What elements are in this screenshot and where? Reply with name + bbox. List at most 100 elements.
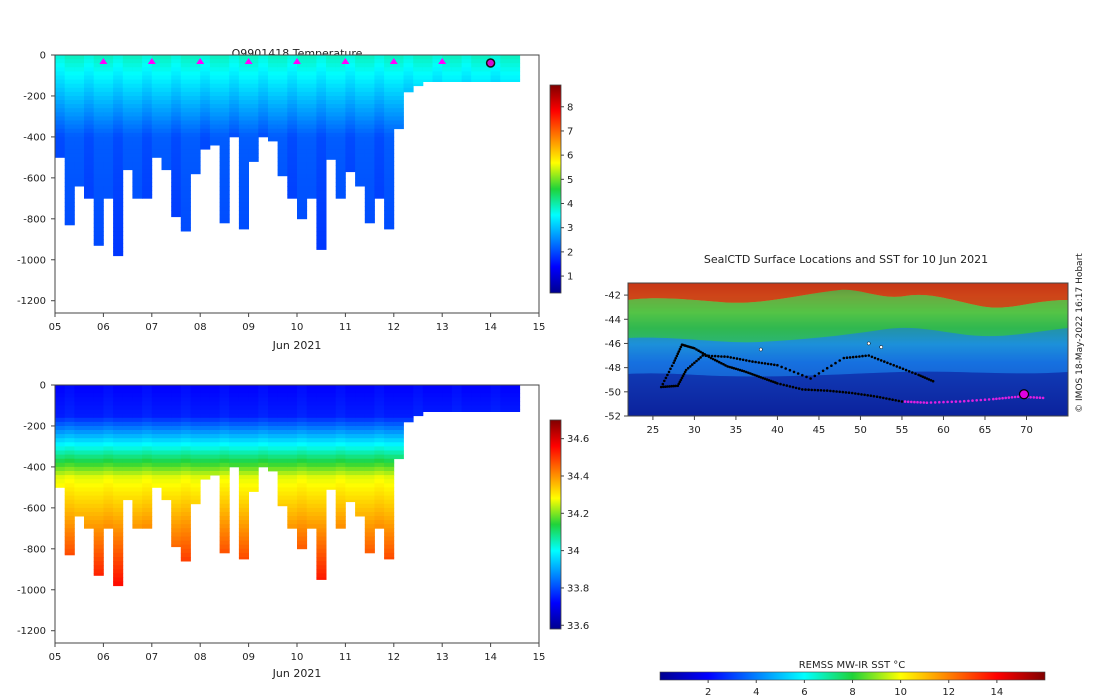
profile-cell (161, 136, 172, 142)
profile-cell (122, 153, 133, 158)
profile-cell (480, 67, 491, 72)
profile-cell (142, 145, 153, 150)
profile-cell (122, 446, 133, 451)
track-point (1032, 396, 1036, 399)
profile-cell (277, 438, 288, 443)
profile-cell (355, 132, 366, 138)
profile-cell (461, 75, 472, 80)
profile-cell (355, 438, 366, 443)
profile-cell (142, 471, 153, 476)
profile-cell (219, 442, 230, 447)
profile-cell (64, 190, 75, 195)
track-point (763, 362, 767, 365)
profile-cell (151, 430, 162, 435)
profile-cell (316, 235, 327, 240)
profile-cell (297, 108, 308, 113)
profile-cell (209, 116, 220, 121)
profile-cell (84, 475, 95, 480)
profile-cell (74, 112, 85, 117)
profile-cell (151, 426, 162, 431)
profile-cell (355, 495, 366, 501)
profile-cell (364, 55, 375, 60)
profile-cell (355, 434, 366, 439)
profile-cell (161, 79, 172, 85)
profile-cell (490, 59, 501, 64)
profile-cell (238, 100, 249, 105)
profile-cell (219, 198, 230, 203)
profile-cell (219, 450, 230, 455)
profile-cell (384, 96, 395, 101)
profile-cell (355, 100, 366, 105)
map-title: SealCTD Surface Locations and SST for 10… (704, 253, 988, 266)
profile-cell (171, 426, 182, 431)
colorbar-tick-label: 6 (567, 151, 573, 162)
profile-cell (393, 397, 404, 402)
profile-cell (384, 222, 395, 228)
profile-cell (238, 524, 249, 529)
profile-cell (171, 91, 182, 97)
profile-cell (200, 87, 211, 93)
profile-cell (122, 426, 133, 431)
profile-cell (132, 79, 143, 85)
profile-cell (132, 491, 143, 496)
profile-cell (93, 495, 104, 501)
profile-cell (132, 483, 143, 488)
profile-cell (64, 79, 75, 85)
track-point (661, 382, 665, 386)
profile-cell (248, 421, 259, 427)
profile-cell (258, 462, 269, 468)
profile-cell (335, 63, 346, 68)
profile-cell (132, 393, 143, 398)
profile-cell (297, 177, 308, 183)
profile-cell (316, 532, 327, 537)
profile-cell (93, 108, 104, 113)
profile-cell (93, 186, 104, 191)
track-point (674, 384, 677, 388)
profile-cell (200, 124, 211, 130)
profile-cell (384, 520, 395, 525)
profile-cell (297, 145, 308, 150)
profile-cell (287, 405, 298, 410)
profile-cell (113, 446, 124, 451)
profile-cell (190, 79, 201, 85)
profile-cell (113, 87, 124, 93)
profile-cell (306, 483, 317, 488)
profile-cell (297, 182, 308, 187)
profile-cell (268, 409, 279, 415)
profile-cell (132, 71, 143, 76)
profile-cell (510, 389, 521, 394)
profile-cell (180, 63, 191, 68)
profile-cell (180, 462, 191, 468)
profile-cell (393, 430, 404, 435)
profile-cell (297, 136, 308, 142)
profile-cell (93, 149, 104, 154)
track-point (701, 354, 704, 357)
profile-cell (316, 499, 327, 505)
track-point (726, 365, 729, 368)
profile-cell (374, 182, 385, 187)
profile-cell (103, 182, 114, 187)
profile-cell (238, 516, 249, 521)
profile-cell (374, 149, 385, 154)
profile-cell (55, 466, 66, 472)
profile-cell (316, 401, 327, 406)
colorbar-tick-label: 34.2 (567, 509, 589, 520)
profile-cell (248, 458, 259, 464)
track-point (870, 355, 874, 359)
profile-cell (209, 466, 220, 472)
profile-cell (355, 124, 366, 130)
profile-cell (74, 483, 85, 488)
profile-cell (384, 438, 395, 443)
profile-cell (113, 75, 124, 80)
profile-cell (103, 393, 114, 398)
profile-cell (287, 55, 298, 60)
profile-cell (132, 512, 143, 517)
profile-cell (64, 214, 75, 220)
profile-cell (103, 75, 114, 80)
profile-cell (306, 71, 317, 76)
profile-cell (461, 55, 472, 60)
profile-cell (326, 83, 337, 89)
profile-cell (238, 409, 249, 415)
profile-cell (355, 79, 366, 85)
profile-cell (122, 124, 133, 130)
